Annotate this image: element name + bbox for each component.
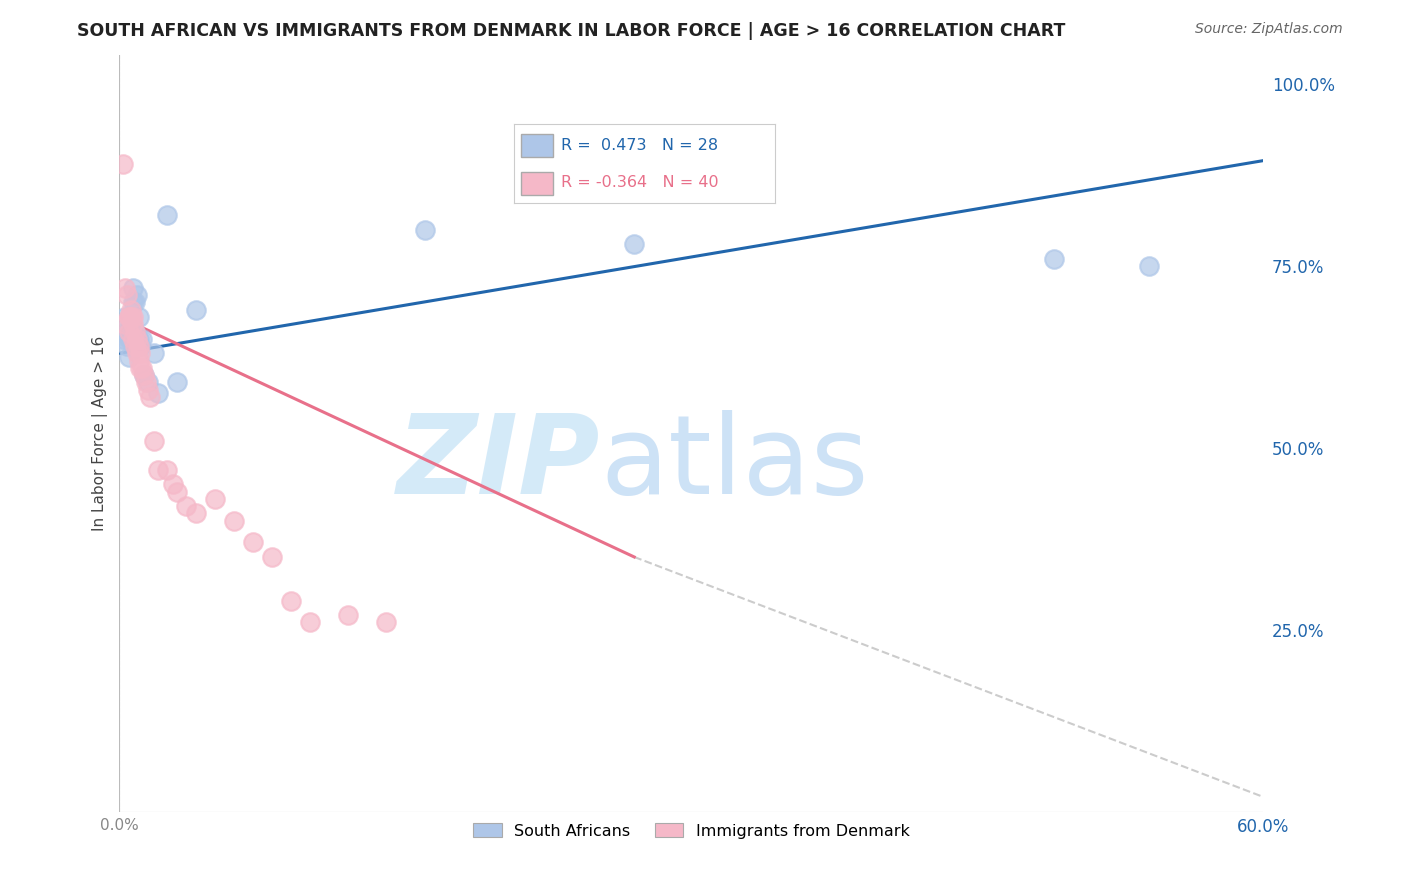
Text: SOUTH AFRICAN VS IMMIGRANTS FROM DENMARK IN LABOR FORCE | AGE > 16 CORRELATION C: SOUTH AFRICAN VS IMMIGRANTS FROM DENMARK… bbox=[77, 22, 1066, 40]
Point bbox=[121, 281, 143, 295]
Point bbox=[125, 332, 148, 346]
Point bbox=[120, 332, 142, 346]
Point bbox=[174, 499, 197, 513]
Point bbox=[124, 295, 146, 310]
Point bbox=[115, 325, 138, 339]
Point bbox=[135, 376, 157, 390]
Point bbox=[115, 288, 138, 302]
Point bbox=[128, 310, 150, 324]
Point bbox=[129, 339, 152, 353]
Point bbox=[121, 295, 143, 310]
Point bbox=[131, 332, 153, 346]
Text: Source: ZipAtlas.com: Source: ZipAtlas.com bbox=[1195, 22, 1343, 37]
Point bbox=[134, 368, 156, 383]
Point bbox=[121, 332, 143, 346]
Point bbox=[136, 376, 159, 390]
Point bbox=[146, 386, 169, 401]
Point bbox=[115, 339, 138, 353]
Point bbox=[128, 339, 150, 353]
Point bbox=[222, 514, 245, 528]
Point bbox=[204, 491, 226, 506]
Point bbox=[118, 310, 141, 324]
Point bbox=[128, 332, 150, 346]
Point bbox=[118, 310, 141, 324]
Point bbox=[166, 376, 188, 390]
Y-axis label: In Labor Force | Age > 16: In Labor Force | Age > 16 bbox=[93, 335, 108, 531]
Point bbox=[129, 360, 152, 375]
Point bbox=[112, 332, 135, 346]
Point bbox=[184, 506, 207, 520]
Point bbox=[120, 317, 142, 331]
Point bbox=[124, 325, 146, 339]
Point bbox=[114, 281, 136, 295]
Point bbox=[125, 346, 148, 360]
Point bbox=[242, 535, 264, 549]
Point bbox=[623, 237, 645, 252]
Point bbox=[142, 346, 165, 360]
Bar bbox=[522, 134, 553, 157]
Point bbox=[114, 310, 136, 324]
Point bbox=[134, 368, 156, 383]
Point bbox=[162, 477, 184, 491]
Point bbox=[118, 350, 141, 364]
Point bbox=[139, 390, 162, 404]
Legend: South Africans, Immigrants from Denmark: South Africans, Immigrants from Denmark bbox=[467, 817, 917, 845]
Point bbox=[125, 288, 148, 302]
Point bbox=[114, 317, 136, 331]
Point bbox=[1137, 259, 1160, 273]
Point bbox=[166, 484, 188, 499]
Point bbox=[112, 157, 135, 171]
Point bbox=[280, 593, 302, 607]
Point bbox=[128, 353, 150, 368]
Point bbox=[136, 383, 159, 397]
Point bbox=[129, 346, 152, 360]
Point bbox=[413, 223, 436, 237]
Point bbox=[131, 360, 153, 375]
Point bbox=[118, 332, 141, 346]
Point bbox=[120, 310, 142, 324]
Text: R =  0.473   N = 28: R = 0.473 N = 28 bbox=[561, 138, 717, 153]
Bar bbox=[522, 171, 553, 195]
Point bbox=[375, 615, 398, 630]
Point bbox=[184, 302, 207, 317]
Point bbox=[146, 463, 169, 477]
Point bbox=[156, 208, 179, 222]
Point bbox=[121, 310, 143, 324]
Text: R = -0.364   N = 40: R = -0.364 N = 40 bbox=[561, 175, 718, 190]
Point bbox=[118, 325, 141, 339]
Point bbox=[124, 325, 146, 339]
Point bbox=[120, 302, 142, 317]
Point bbox=[1042, 252, 1064, 266]
Text: ZIP: ZIP bbox=[396, 410, 600, 517]
Point bbox=[260, 549, 283, 564]
Point bbox=[299, 615, 322, 630]
Point bbox=[337, 608, 360, 623]
Point bbox=[142, 434, 165, 448]
Point bbox=[124, 339, 146, 353]
Text: atlas: atlas bbox=[600, 410, 869, 517]
Point bbox=[156, 463, 179, 477]
Point bbox=[121, 317, 143, 331]
